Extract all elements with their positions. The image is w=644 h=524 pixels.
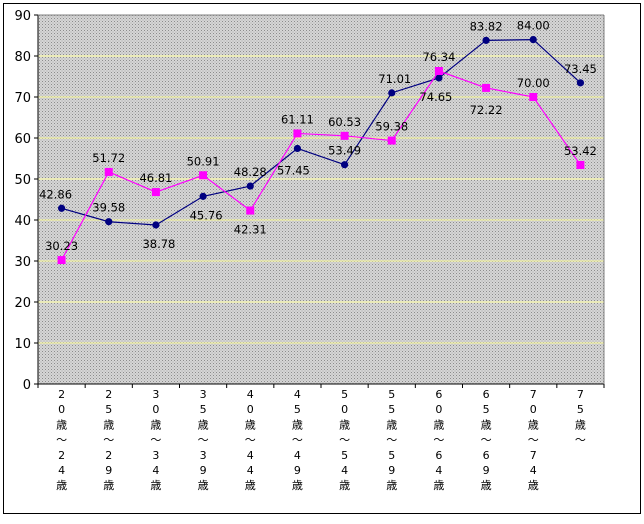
series-2-data-label: 42.31 xyxy=(234,223,267,237)
series-1-data-label: 84.00 xyxy=(517,19,550,33)
series-2-data-label: 50.91 xyxy=(187,154,220,168)
y-tick-label: 30 xyxy=(14,255,31,270)
x-tick-label: 6 0 歳～ 6 4 歳 xyxy=(433,388,444,492)
series-2-data-label: 51.72 xyxy=(92,151,125,165)
series-2-point xyxy=(104,167,113,176)
x-tick-label: 3 0 歳～ 3 4 歳 xyxy=(150,388,161,492)
series-1-data-label: 57.45 xyxy=(277,163,310,177)
x-tick-label: 4 0 歳～ 4 4 歳 xyxy=(245,388,256,492)
series-2-data-label: 72.22 xyxy=(470,103,503,117)
series-2-data-label: 61.11 xyxy=(281,112,314,126)
y-tick-label: 20 xyxy=(14,296,31,311)
series-2-data-label: 59.38 xyxy=(375,120,408,134)
y-tick-label: 10 xyxy=(14,337,31,352)
x-tick-label: 7 0 歳～ 7 4 歳 xyxy=(528,388,539,492)
series-1-point xyxy=(152,221,160,229)
series-1-point xyxy=(246,182,254,190)
series-1-data-label: 42.86 xyxy=(39,187,72,201)
series-1-data-label: 71.01 xyxy=(378,72,411,86)
x-tick-label: 5 5 歳～ 5 9 歳 xyxy=(386,388,397,492)
x-tick-label: 2 0 歳～ 2 4 歳 xyxy=(56,388,67,492)
series-1-point xyxy=(576,79,585,87)
series-1-point xyxy=(529,36,537,44)
series-2-point xyxy=(199,171,208,180)
x-tick-label: 4 5 歳～ 4 9 歳 xyxy=(292,388,303,492)
series-1-data-label: 39.58 xyxy=(92,201,125,215)
series-2-point xyxy=(387,136,396,145)
series-2-point xyxy=(482,83,491,92)
series-2-data-label: 53.42 xyxy=(564,144,597,158)
series-2-point xyxy=(57,256,66,265)
series-2-data-label: 76.34 xyxy=(422,50,455,64)
x-tick-label: 2 5 歳～ 2 9 歳 xyxy=(103,388,114,492)
series-2-data-label: 30.23 xyxy=(45,239,78,253)
series-line-1 xyxy=(61,38,581,226)
series-2-data-label: 70.00 xyxy=(517,76,550,90)
y-tick-label: 60 xyxy=(14,132,31,147)
series-2-point xyxy=(246,206,255,215)
y-tick-label: 70 xyxy=(14,91,31,106)
series-1-data-label: 48.28 xyxy=(234,165,267,179)
x-tick-label: 5 0 歳～ 5 4 歳 xyxy=(339,388,350,492)
series-1-point xyxy=(57,204,66,212)
series-2-data-label: 60.53 xyxy=(328,115,361,129)
series-1-point xyxy=(199,192,207,200)
series-1-point xyxy=(435,74,443,82)
series-line-2 xyxy=(61,70,581,261)
y-tick-label: 50 xyxy=(14,173,31,188)
series-1-data-label: 45.76 xyxy=(190,208,223,222)
series-1-data-label: 74.65 xyxy=(419,90,452,104)
series-1-point xyxy=(482,36,490,44)
series-1-point xyxy=(388,89,396,97)
series-1-data-label: 73.45 xyxy=(564,62,597,76)
x-tick-label: 7 5 歳～ xyxy=(575,388,586,447)
series-2-point xyxy=(576,160,585,169)
series-1-point xyxy=(293,144,302,153)
plot-area xyxy=(38,15,604,384)
series-2-point xyxy=(151,188,160,197)
series-2-point xyxy=(434,67,443,76)
series-2-point xyxy=(529,93,538,101)
series-1-data-label: 83.82 xyxy=(470,19,503,33)
y-tick-label: 0 xyxy=(23,378,31,393)
series-1-point xyxy=(340,161,349,169)
series-1-data-label: 38.78 xyxy=(142,237,175,251)
series-1-point xyxy=(105,218,113,226)
series-2-data-label: 46.81 xyxy=(139,171,172,185)
y-tick-label: 40 xyxy=(14,214,31,229)
y-tick-label: 90 xyxy=(14,9,31,24)
x-tick-label: 6 5 歳～ 6 9 歳 xyxy=(481,388,492,492)
series-2-point xyxy=(293,129,302,138)
x-tick-label: 3 5 歳～ 3 9 歳 xyxy=(198,388,209,492)
series-1-data-label: 53.49 xyxy=(328,144,361,158)
series-2-point xyxy=(340,131,349,140)
y-tick-label: 80 xyxy=(14,50,31,65)
